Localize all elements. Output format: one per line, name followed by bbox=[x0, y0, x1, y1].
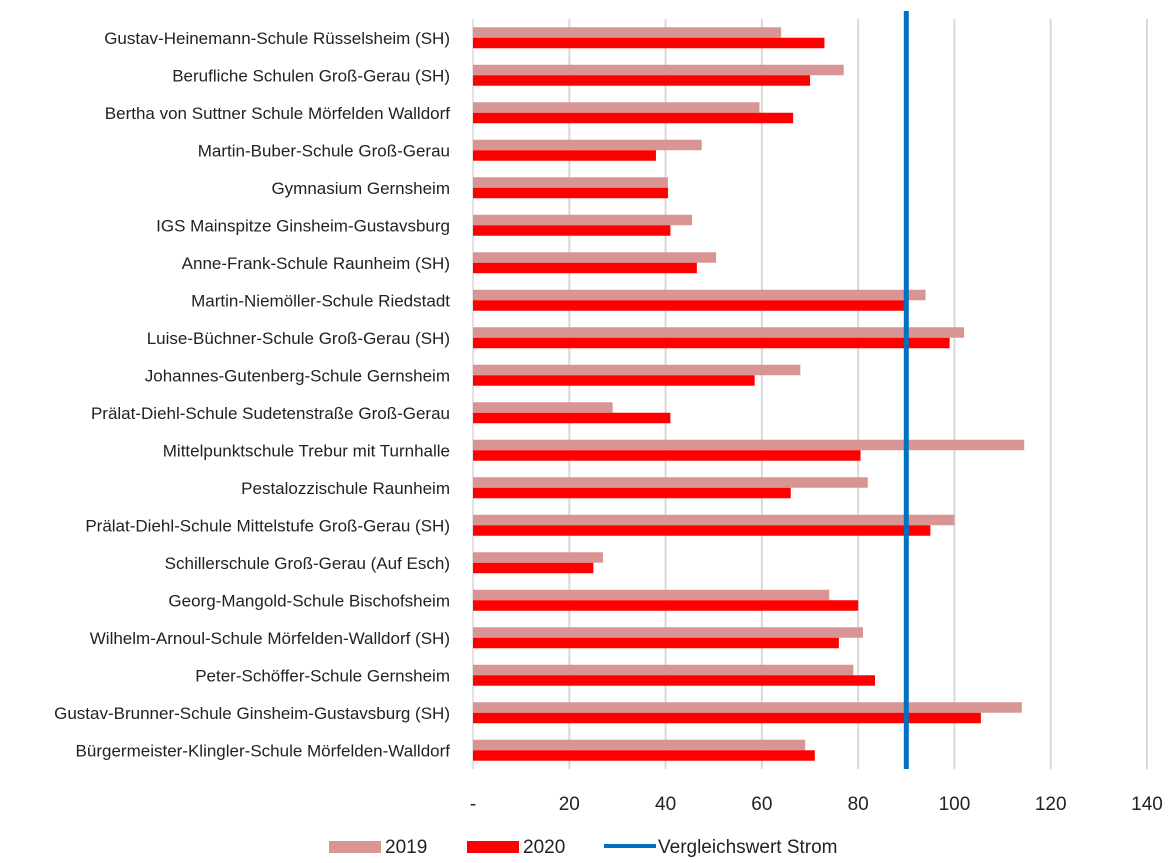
bar-2020-2 bbox=[473, 112, 794, 124]
bar-2020-3 bbox=[473, 150, 656, 161]
bar-2019-5 bbox=[473, 214, 693, 226]
category-label-9: Johannes-Gutenberg-Schule Gernsheim bbox=[145, 366, 450, 385]
bars bbox=[473, 27, 1025, 761]
bar-2019-14 bbox=[473, 552, 603, 563]
legend-label-2: Vergleichswert Strom bbox=[658, 837, 838, 858]
x-tick-label-2: 40 bbox=[655, 794, 676, 815]
x-tick-labels: - 20 40 60 80 100 120 140 bbox=[470, 794, 1163, 815]
category-label-16: Wilhelm-Arnoul-Schule Mörfelden-Walldorf… bbox=[90, 629, 450, 648]
bar-2019-4 bbox=[473, 177, 668, 188]
x-tick-label-0: - bbox=[470, 794, 476, 815]
bar-2019-19 bbox=[473, 739, 806, 751]
bar-2019-2 bbox=[473, 102, 760, 113]
bar-2019-16 bbox=[473, 627, 863, 638]
bar-2019-0 bbox=[473, 27, 782, 38]
x-tick-label-3: 60 bbox=[751, 794, 772, 815]
x-tick-label-1: 20 bbox=[559, 794, 580, 815]
category-label-11: Mittelpunktschule Trebur mit Turnhalle bbox=[163, 441, 450, 460]
bar-2020-17 bbox=[473, 675, 875, 686]
bar-2020-8 bbox=[473, 337, 950, 349]
x-tick-label-7: 140 bbox=[1131, 794, 1163, 815]
category-label-0: Gustav-Heinemann-Schule Rüsselsheim (SH) bbox=[104, 29, 450, 48]
category-label-12: Pestalozzischule Raunheim bbox=[241, 479, 450, 498]
bar-2020-13 bbox=[473, 525, 931, 536]
legend-swatch-1 bbox=[467, 841, 519, 853]
bar-2020-10 bbox=[473, 412, 671, 424]
category-label-10: Prälat-Diehl-Schule Sudetenstraße Groß-G… bbox=[91, 404, 450, 423]
category-label-8: Luise-Büchner-Schule Groß-Gerau (SH) bbox=[147, 329, 450, 348]
bar-2019-3 bbox=[473, 139, 702, 151]
category-label-13: Prälat-Diehl-Schule Mittelstufe Groß-Ger… bbox=[85, 516, 450, 535]
legend-label-0: 2019 bbox=[385, 837, 427, 858]
bar-2020-7 bbox=[473, 300, 907, 311]
bar-2019-10 bbox=[473, 402, 613, 413]
category-label-15: Georg-Mangold-Schule Bischofsheim bbox=[168, 591, 450, 610]
bar-2020-6 bbox=[473, 262, 697, 274]
x-tick-label-6: 120 bbox=[1035, 794, 1067, 815]
category-label-17: Peter-Schöffer-Schule Gernsheim bbox=[195, 666, 450, 685]
category-label-5: IGS Mainspitze Ginsheim-Gustavsburg bbox=[156, 216, 450, 235]
x-tick-label-4: 80 bbox=[848, 794, 869, 815]
bar-2019-15 bbox=[473, 589, 830, 601]
category-label-1: Berufliche Schulen Groß-Gerau (SH) bbox=[172, 66, 450, 85]
bar-2020-5 bbox=[473, 225, 671, 236]
bar-2020-12 bbox=[473, 487, 791, 499]
bar-2019-7 bbox=[473, 289, 926, 301]
category-label-3: Martin-Buber-Schule Groß-Gerau bbox=[198, 141, 450, 160]
bar-2020-14 bbox=[473, 562, 594, 574]
bar-2019-17 bbox=[473, 664, 854, 676]
category-label-19: Bürgermeister-Klingler-Schule Mörfelden-… bbox=[76, 741, 451, 760]
bar-2019-12 bbox=[473, 477, 868, 488]
category-labels: Gustav-Heinemann-Schule Rüsselsheim (SH)… bbox=[54, 29, 450, 761]
legend-swatch-0 bbox=[329, 841, 381, 853]
category-label-7: Martin-Niemöller-Schule Riedstadt bbox=[191, 291, 450, 310]
category-label-4: Gymnasium Gernsheim bbox=[271, 179, 450, 198]
bar-2019-1 bbox=[473, 64, 844, 76]
bar-2019-18 bbox=[473, 702, 1022, 713]
bar-2020-0 bbox=[473, 37, 825, 49]
bar-2020-15 bbox=[473, 600, 859, 611]
bar-2020-16 bbox=[473, 637, 839, 649]
category-label-6: Anne-Frank-Schule Raunheim (SH) bbox=[182, 254, 450, 273]
bar-2019-13 bbox=[473, 514, 955, 526]
bar-2019-9 bbox=[473, 364, 801, 376]
bar-2019-11 bbox=[473, 439, 1025, 451]
bar-2020-11 bbox=[473, 450, 861, 461]
category-label-2: Bertha von Suttner Schule Mörfelden Wall… bbox=[105, 104, 450, 123]
bar-2020-1 bbox=[473, 75, 810, 86]
bar-2020-9 bbox=[473, 375, 755, 386]
bar-2020-18 bbox=[473, 712, 981, 724]
bar-2020-19 bbox=[473, 750, 815, 761]
bar-2020-4 bbox=[473, 187, 668, 199]
gridlines bbox=[472, 19, 1148, 769]
bar-2019-8 bbox=[473, 327, 965, 338]
category-label-14: Schillerschule Groß-Gerau (Auf Esch) bbox=[165, 554, 450, 573]
legend-label-1: 2020 bbox=[523, 837, 565, 858]
legend: 2019 2020 Vergleichswert Strom bbox=[329, 837, 838, 858]
category-label-18: Gustav-Brunner-Schule Ginsheim-Gustavsbu… bbox=[54, 704, 450, 723]
bar-2019-6 bbox=[473, 252, 717, 263]
x-tick-label-5: 100 bbox=[939, 794, 971, 815]
